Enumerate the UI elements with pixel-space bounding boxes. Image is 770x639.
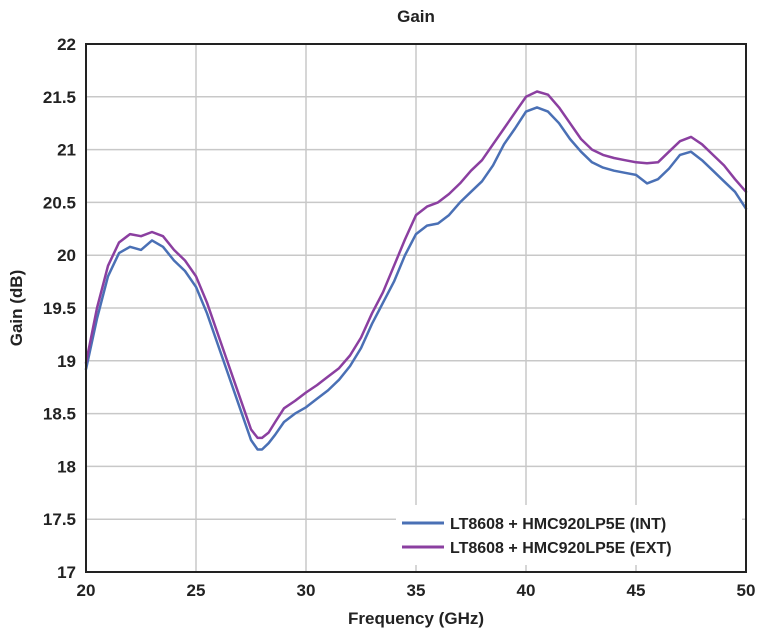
y-tick-label: 18 xyxy=(57,457,76,476)
x-tick-label: 25 xyxy=(187,581,206,600)
series-line-1 xyxy=(84,106,748,451)
chart-title: Gain xyxy=(397,7,435,26)
y-tick-label: 20.5 xyxy=(43,193,76,212)
x-axis-label: Frequency (GHz) xyxy=(348,609,484,628)
grid xyxy=(85,43,747,573)
series-lines xyxy=(84,90,748,451)
x-tick-label: 30 xyxy=(297,581,316,600)
x-tick-label: 45 xyxy=(627,581,646,600)
x-tick-label: 50 xyxy=(737,581,756,600)
x-tick-label: 35 xyxy=(407,581,426,600)
series-line-2 xyxy=(84,90,748,440)
y-tick-label: 22 xyxy=(57,35,76,54)
y-tick-label: 21.5 xyxy=(43,88,76,107)
y-tick-label: 17.5 xyxy=(43,510,76,529)
y-tick-label: 18.5 xyxy=(43,405,76,424)
y-tick-label: 19.5 xyxy=(43,299,76,318)
y-tick-label: 17 xyxy=(57,563,76,582)
plot-area-frame xyxy=(85,43,747,573)
legend: LT8608 + HMC920LP5E (INT) LT8608 + HMC920… xyxy=(396,505,742,565)
x-tick-label: 20 xyxy=(77,581,96,600)
x-tick-label: 40 xyxy=(517,581,536,600)
x-axis-ticks: 20 25 30 35 40 45 50 xyxy=(77,581,756,600)
legend-label-2: LT8608 + HMC920LP5E (EXT) xyxy=(450,540,672,557)
y-tick-label: 20 xyxy=(57,246,76,265)
legend-label-1: LT8608 + HMC920LP5E (INT) xyxy=(450,516,666,533)
y-tick-label: 19 xyxy=(57,352,76,371)
y-axis-label: Gain (dB) xyxy=(7,270,26,347)
y-tick-label: 21 xyxy=(57,141,76,160)
y-axis-ticks: 17 17.5 18 18.5 19 19.5 20 20.5 21 21.5 22 xyxy=(43,35,76,582)
legend-background xyxy=(396,505,742,565)
